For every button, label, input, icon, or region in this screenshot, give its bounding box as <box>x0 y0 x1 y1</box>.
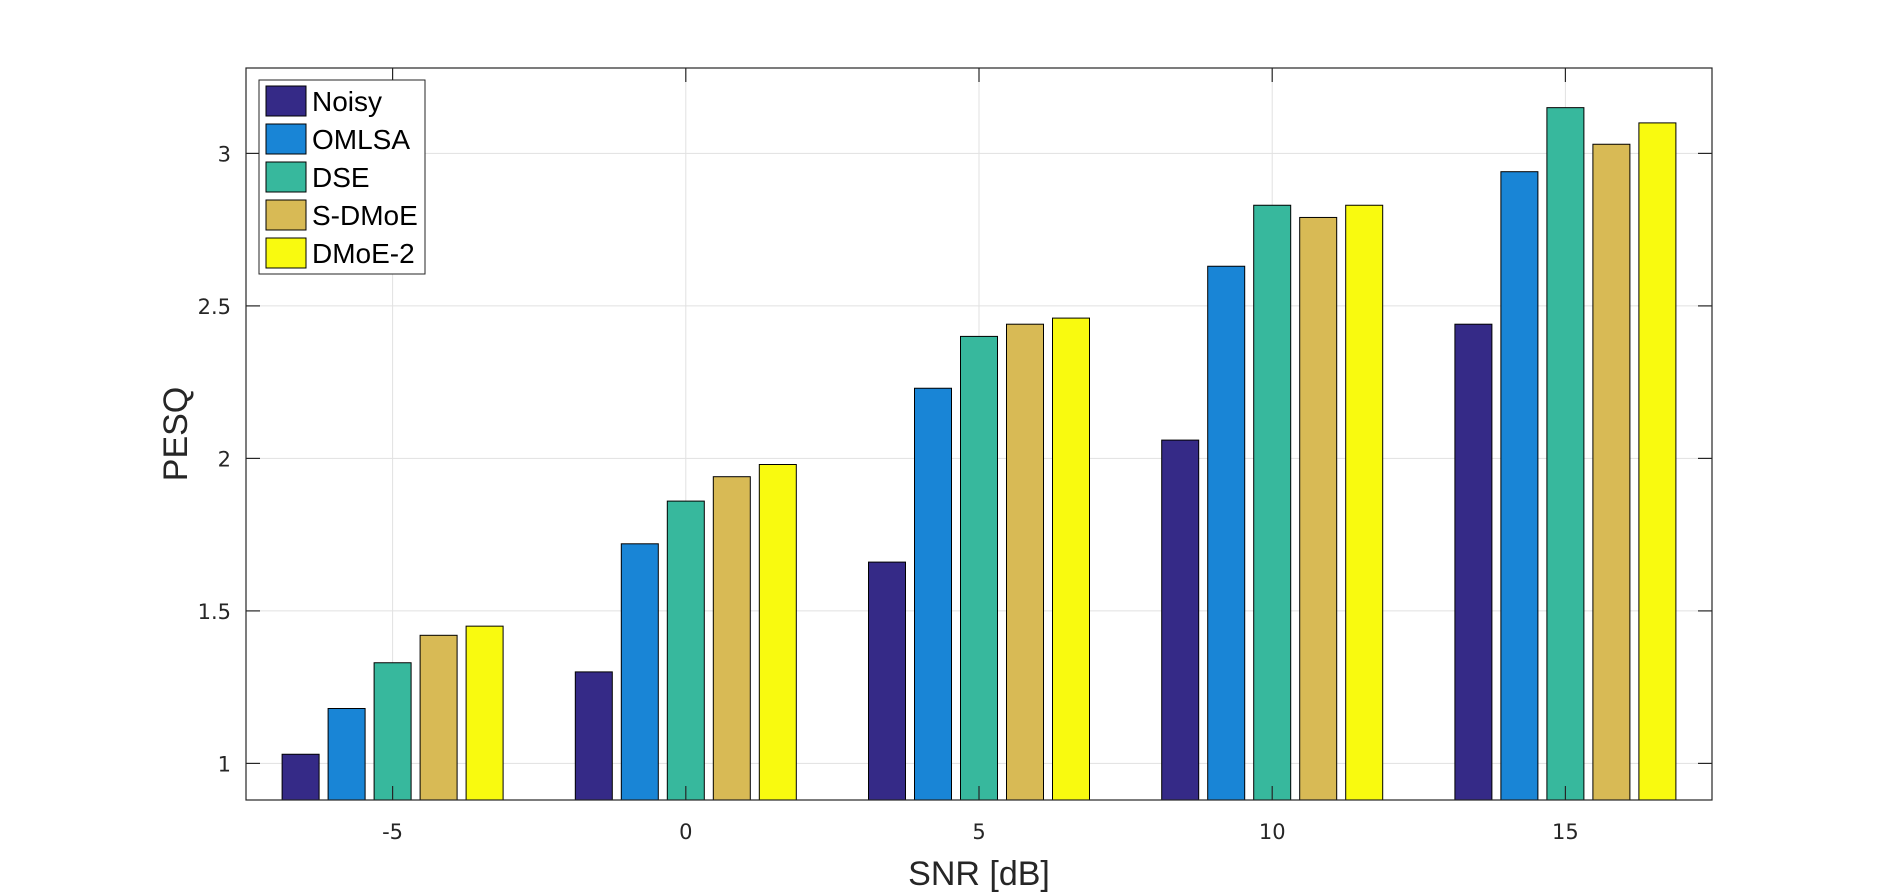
bar-noisy-10 <box>1161 439 1200 801</box>
x-axis-title: SNR [dB] <box>908 855 1050 893</box>
bar-dmoe-2-0 <box>758 464 797 801</box>
y-tick-labels: 1 1.5 2 2.5 3 <box>198 142 231 776</box>
bar-dse-15 <box>1546 107 1585 801</box>
x-tick-label: 0 <box>679 820 692 844</box>
y-tick-label: 2 <box>218 447 231 471</box>
x-tick-label: -5 <box>382 820 403 844</box>
legend-label: Noisy <box>312 86 382 117</box>
y-tick-label: 3 <box>218 142 231 166</box>
bar-dse-0 <box>666 500 705 801</box>
bar-omlsa-15 <box>1500 171 1539 801</box>
bar-dmoe-2-5 <box>1052 317 1090 801</box>
bar-s-dmoe--5 <box>419 634 458 801</box>
y-tick-label: 1.5 <box>198 600 231 624</box>
bar-dmoe-2-10 <box>1345 204 1384 801</box>
bar-dmoe-2--5 <box>465 625 504 801</box>
bar-noisy-0 <box>574 671 613 801</box>
x-tick-labels: -5 0 5 10 15 <box>382 820 1579 844</box>
legend-label: OMLSA <box>312 124 410 155</box>
legend-swatch <box>265 85 307 117</box>
x-tick-label: 10 <box>1259 820 1286 844</box>
bar-noisy--5 <box>281 753 320 801</box>
bar-dmoe-2-15 <box>1638 122 1677 801</box>
x-tick-label: 15 <box>1552 820 1579 844</box>
legend-swatch <box>265 199 307 231</box>
bar-dse--5 <box>373 662 412 801</box>
y-tick-label: 2.5 <box>198 295 231 319</box>
y-tick-label: 1 <box>218 752 231 776</box>
bar-omlsa-0 <box>620 543 659 801</box>
legend-swatch <box>265 123 307 155</box>
legend-swatch <box>265 237 307 269</box>
legend-label: DSE <box>312 162 370 193</box>
legend-swatch <box>265 161 307 193</box>
legend-label: DMoE-2 <box>312 238 415 269</box>
bar-s-dmoe-10 <box>1299 216 1338 801</box>
x-tick-label: 5 <box>972 820 985 844</box>
bar-s-dmoe-15 <box>1592 143 1631 801</box>
legend: Noisy OMLSA DSE S-DMoE DMoE-2 <box>258 79 426 275</box>
bar-s-dmoe-0 <box>712 476 751 801</box>
bar-s-dmoe-5 <box>1006 323 1044 801</box>
bar-dse-10 <box>1253 204 1292 801</box>
bars-group <box>281 107 1677 801</box>
legend-label: S-DMoE <box>312 200 418 231</box>
bar-noisy-15 <box>1454 323 1493 801</box>
bar-omlsa-10 <box>1207 265 1246 801</box>
bar-omlsa--5 <box>327 708 366 801</box>
axis-ticks <box>246 68 1712 800</box>
y-axis-title: PESQ <box>157 387 195 481</box>
bar-omlsa-5 <box>914 387 952 801</box>
bar-noisy-5 <box>868 561 906 801</box>
bar-dse-5 <box>960 335 998 801</box>
